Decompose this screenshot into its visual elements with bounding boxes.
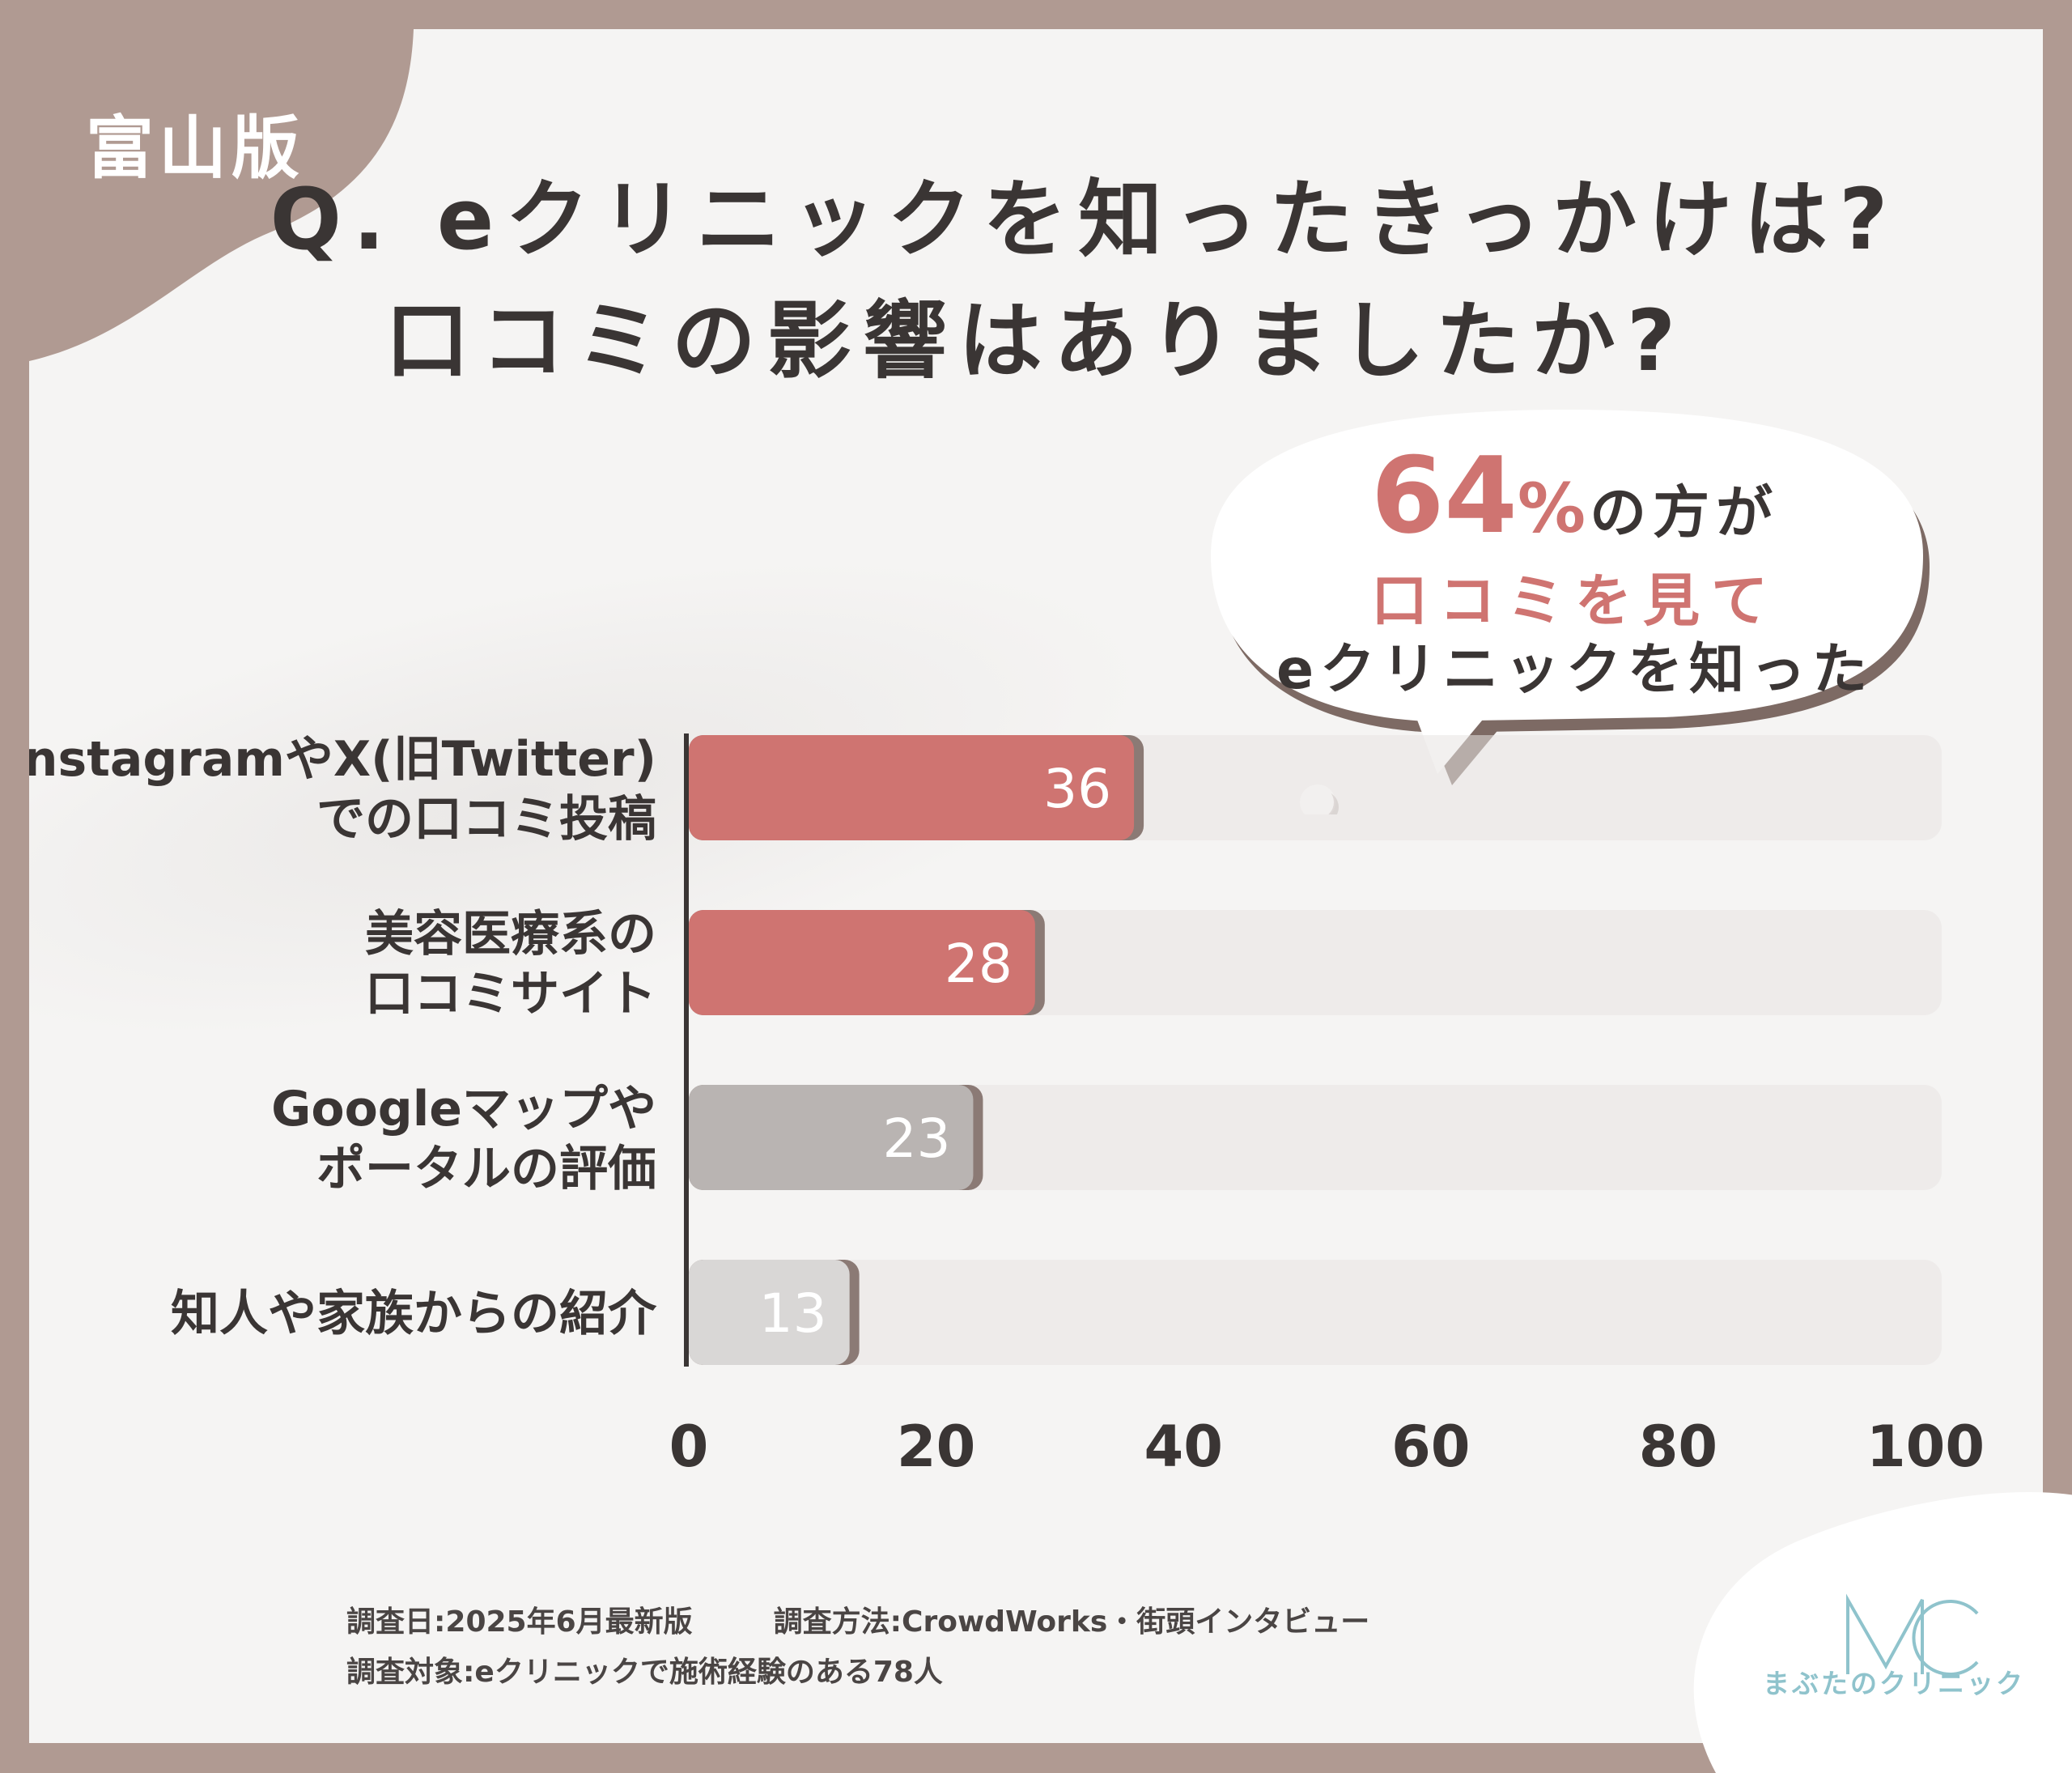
bar-value-label-1: 28	[945, 933, 1013, 995]
bar-value-label-2: 23	[882, 1108, 950, 1170]
bubble-percent-value: 64	[1370, 434, 1518, 557]
category-label-2-1: ポータルの評価	[316, 1141, 656, 1197]
category-label-0-1: での口コミ投稿	[316, 791, 656, 848]
survey-target: 調査対象:eクリニックで施術経験のある78人	[346, 1656, 943, 1689]
region-label: 富山版	[86, 108, 305, 188]
x-tick-label-3: 60	[1391, 1414, 1470, 1480]
bubble-line-1: 64% の方が	[1211, 434, 1939, 557]
bubble-line-1-rest: の方が	[1590, 479, 1780, 546]
logo-mark-icon: MC	[1841, 1593, 1979, 1676]
footer-line-1: 調査日:2025年6月最新版 調査方法:CrowdWorks・街頭インタビュー	[346, 1598, 1450, 1640]
x-tick-label-4: 80	[1639, 1414, 1717, 1480]
bar-chart: 36 InstagramやX(旧Twitter)での口コミ投稿 28 美容医療系の口コ…	[29, 731, 1985, 1480]
bar-track-2	[689, 1085, 1942, 1190]
category-label-2-0: Googleマップや	[271, 1081, 656, 1137]
question-line-2: 口コミの影響はありましたか?	[384, 291, 1688, 390]
x-tick-label-1: 20	[897, 1414, 975, 1480]
survey-date: 調査日:2025年6月最新版	[346, 1605, 693, 1639]
logo-mark-text: MC	[1841, 1593, 1843, 1594]
x-tick-label-5: 100	[1866, 1414, 1985, 1480]
logo-background	[1693, 1492, 2072, 1773]
x-tick-label-2: 40	[1144, 1414, 1222, 1480]
category-label-0-0: InstagramやX(旧Twitter)	[29, 731, 656, 788]
bar-value-label-3: 13	[759, 1282, 827, 1345]
x-tick-label-0: 0	[669, 1414, 709, 1480]
survey-method: 調査方法:CrowdWorks・街頭インタビュー	[773, 1605, 1370, 1639]
category-label-1-1: 口コミサイト	[365, 966, 656, 1023]
bar-track-3	[689, 1260, 1942, 1365]
category-label-1-0: 美容医療系の	[365, 906, 656, 963]
bar-value-label-0: 36	[1043, 758, 1111, 820]
corner-decoration	[29, 29, 414, 361]
category-label-3-0: 知人や家族からの紹介	[171, 1286, 657, 1342]
infographic-card: 富山版 Q. eクリニックを知ったきっかけは? 口コミの影響はありましたか? 6…	[29, 29, 2043, 1743]
question-line-1: Q. eクリニックを知ったきっかけは?	[270, 170, 1900, 269]
bar-3	[689, 1260, 850, 1365]
bar-2	[689, 1085, 974, 1190]
bubble-line-3: eクリニックを知った	[1276, 638, 1875, 702]
bubble-percent-sign: %	[1517, 469, 1586, 548]
logo-name: まぶたのクリニック	[1763, 1668, 2025, 1699]
bubble-line-2: 口コミを見て	[1371, 568, 1779, 634]
bar-0	[689, 735, 1135, 840]
bar-1	[689, 910, 1035, 1015]
